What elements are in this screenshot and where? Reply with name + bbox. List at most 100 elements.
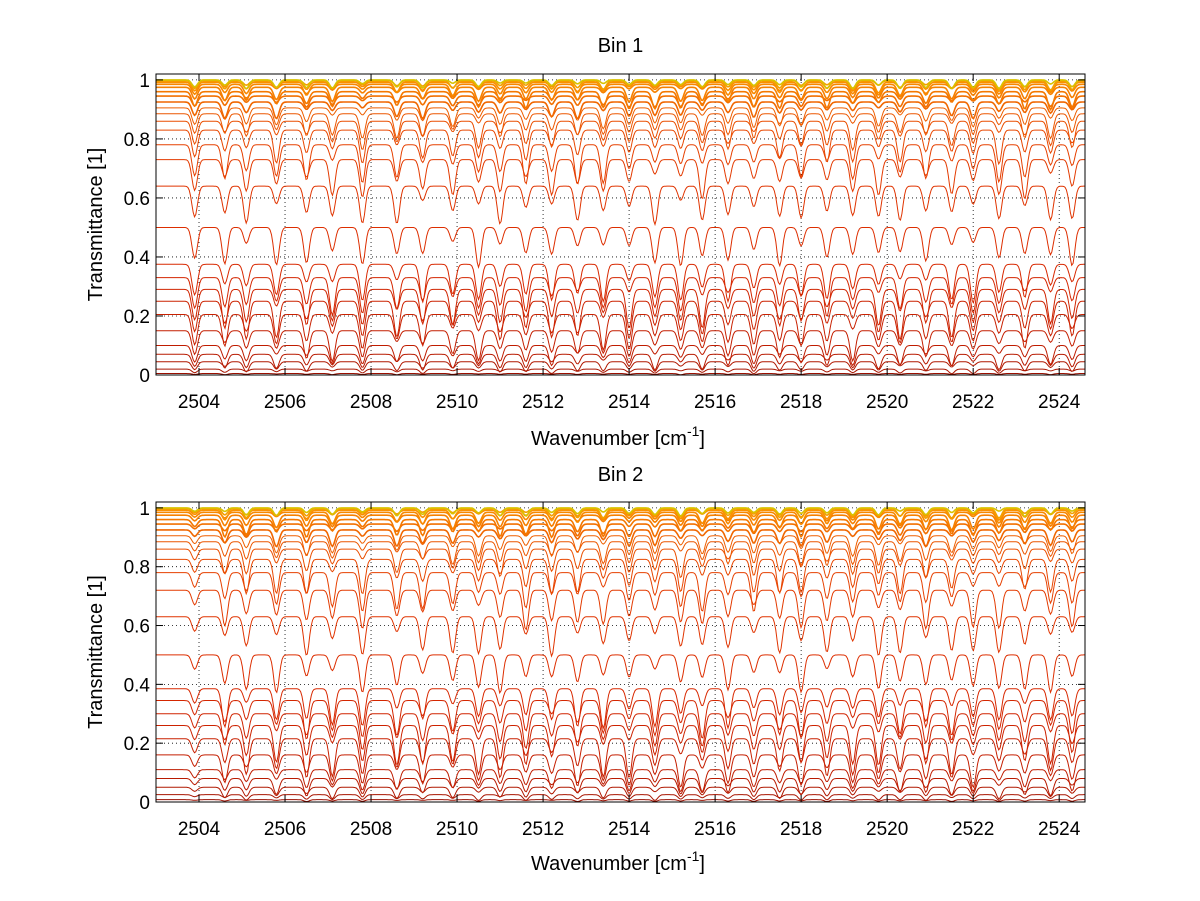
x-tick-label: 2524 [1038,392,1081,413]
spectrum-series-line [156,373,1085,376]
spectrum-series-line [156,688,1085,730]
y-tick-label: 1 [139,71,150,92]
x-axis-label-superscript: -1 [687,423,700,439]
spectrum-series-line [156,778,1085,797]
spectrum-series-line [156,79,1085,90]
spectrum-series-line [156,288,1085,330]
plot-panel-bin-2: 2504 2506 2508 2510 2512 2514 2516 2518 2520 2522… [85,464,1086,875]
x-tick-label: 2510 [436,819,478,840]
chart-title: Bin 1 [598,35,644,57]
y-tick-label: 0.4 [124,675,151,696]
x-tick-label: 2520 [866,819,908,840]
spectrum-series-line [156,769,1085,794]
x-tick-label: 2504 [178,392,221,413]
x-tick-label: 2524 [1038,819,1081,840]
spectrum-series-line [156,330,1085,363]
x-tick-label: 2522 [952,392,994,413]
x-axis-label-main: Wavenumber [cm [531,853,687,875]
x-tick-label: 2514 [608,392,651,413]
spectrum-series-line [156,654,1085,695]
spectrum-series-line [156,83,1085,97]
spectrum-series-line [156,616,1085,658]
y-tick-label: 0 [139,793,150,814]
spectrum-series-line [156,101,1085,120]
spectrum-series-line [156,263,1085,305]
spectrum-series-line [156,754,1085,789]
spectrum-series-line [156,738,1085,779]
spectrum-series-line [156,345,1085,367]
x-tick-label: 2512 [522,392,564,413]
spectrum-series-line [156,368,1085,375]
spectrum-series-line [156,529,1085,548]
y-tick-label: 0.6 [124,189,150,210]
chart-title: Bin 2 [598,464,644,486]
spectrum-series-line [156,548,1085,579]
x-tick-label: 2504 [178,819,221,840]
spectrum-series-line [156,113,1085,140]
x-tick-label: 2510 [436,392,478,413]
spectrum-series-line [156,90,1085,112]
y-tick-label: 0.8 [124,130,150,151]
spectrum-series-line [156,95,1085,110]
spectrum-series-line [156,724,1085,766]
spectrum-series-line [156,185,1085,227]
x-tick-label: 2516 [694,819,736,840]
spectrum-series-line [156,518,1085,539]
spectrum-series-line [156,799,1085,803]
spectrum-series-line [156,535,1085,558]
spectrum-series-line [156,313,1085,352]
spectrum-series-line [156,541,1085,567]
spectrum-series-line [156,300,1085,341]
spectrum-series-line [156,144,1085,185]
x-axis-label-end: ] [699,853,705,875]
y-tick-label: 0 [139,366,150,387]
x-axis-label: Wavenumber [cm-1] [531,423,705,450]
y-tick-label: 0.2 [124,307,150,328]
spectrum-series-line [156,353,1085,371]
spectrum-series-line [156,589,1085,631]
x-tick-label: 2518 [780,819,822,840]
spectrum-series-line [156,120,1085,152]
spectrum-series-line [156,81,1085,94]
y-axis-label: Transmittance [1] [85,575,107,729]
y-tick-label: 0.2 [124,734,150,755]
x-axis-label-main: Wavenumber [cm [531,428,687,450]
plot-area [156,74,1085,375]
spectrum-series-line [156,713,1085,754]
x-axis-label: Wavenumber [cm-1] [531,848,705,875]
x-tick-label: 2516 [694,392,736,413]
x-tick-label: 2506 [264,819,306,840]
y-tick-label: 1 [139,499,150,520]
spectrum-series-line [156,794,1085,801]
spectrum-series-line [156,508,1085,520]
spectrum-series-line [156,507,1085,518]
x-tick-label: 2512 [522,819,564,840]
spectrum-series-line [156,129,1085,166]
spectrum-series-line [156,558,1085,596]
x-tick-label: 2520 [866,392,908,413]
y-tick-label: 0.6 [124,617,150,638]
x-tick-label: 2514 [608,819,651,840]
spectrum-series-line [156,227,1085,269]
x-tick-label: 2508 [350,819,392,840]
spectrum-series-line [156,361,1085,373]
x-tick-label: 2522 [952,819,994,840]
x-tick-label: 2518 [780,392,822,413]
x-axis-label-end: ] [699,428,705,450]
axes-box [155,73,1086,376]
spectrum-series-line [156,277,1085,317]
x-tick-label: 2506 [264,392,306,413]
y-tick-label: 0.4 [124,248,151,269]
spectrum-series-line [156,107,1085,130]
axes-box [155,501,1086,803]
spectrum-series-line [156,699,1085,740]
x-axis-label-superscript: -1 [687,848,700,864]
x-tick-label: 2508 [350,392,392,413]
plot-panel-bin-1: 2504 2506 2508 2510 2512 2514 2516 2518 2520 2522… [85,35,1086,450]
y-axis-label: Transmittance [1] [85,148,107,302]
spectrum-series-line [156,572,1085,612]
spectrum-series-line [156,786,1085,800]
y-tick-label: 0.8 [124,558,150,579]
spectrum-series-line [156,159,1085,200]
